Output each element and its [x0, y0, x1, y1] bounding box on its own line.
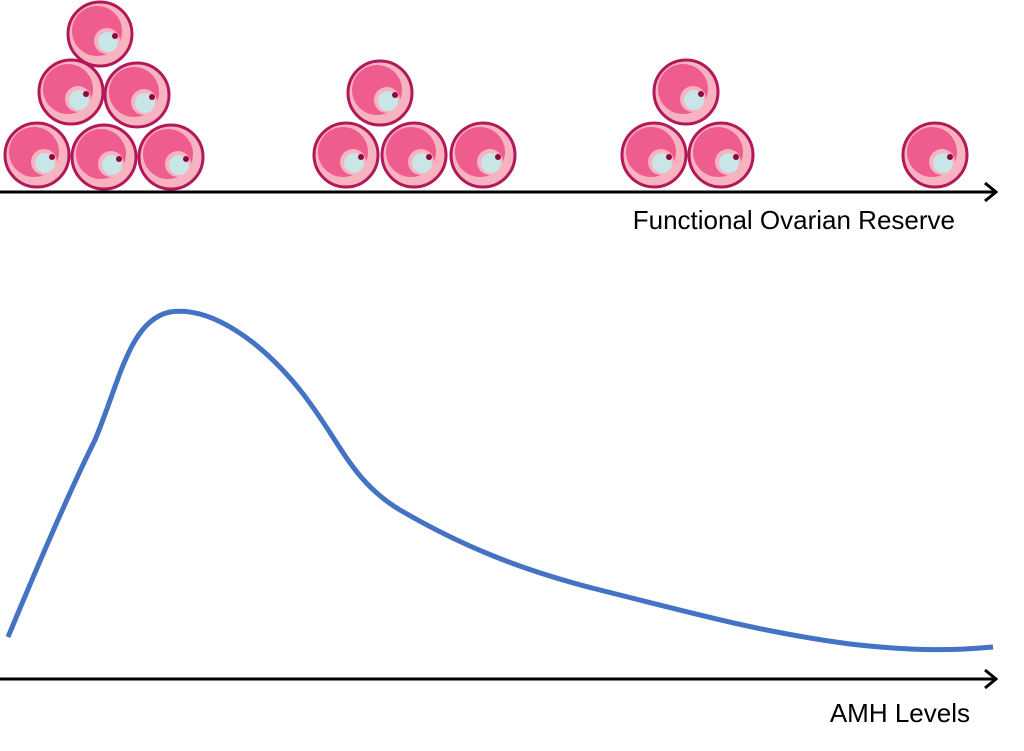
- axis-label: AMH Levels: [830, 698, 970, 728]
- follicle: [620, 121, 688, 189]
- follicle-group: [3, 0, 205, 191]
- follicle: [380, 121, 448, 189]
- axis-label: Functional Ovarian Reserve: [633, 205, 955, 235]
- amh-curve: [5, 308, 994, 653]
- follicle: [687, 121, 755, 189]
- follicle: [901, 121, 969, 189]
- follicle: [652, 58, 720, 126]
- follicle: [66, 0, 134, 68]
- follicle-group: [620, 58, 755, 189]
- follicle: [312, 121, 380, 189]
- follicle: [137, 123, 205, 191]
- follicle-group: [901, 121, 969, 189]
- follicle: [346, 59, 414, 127]
- follicle: [37, 58, 105, 126]
- follicle: [3, 121, 71, 189]
- follicle-group: [312, 59, 517, 189]
- follicle: [70, 123, 138, 191]
- follicle: [103, 61, 171, 129]
- follicle: [449, 121, 517, 189]
